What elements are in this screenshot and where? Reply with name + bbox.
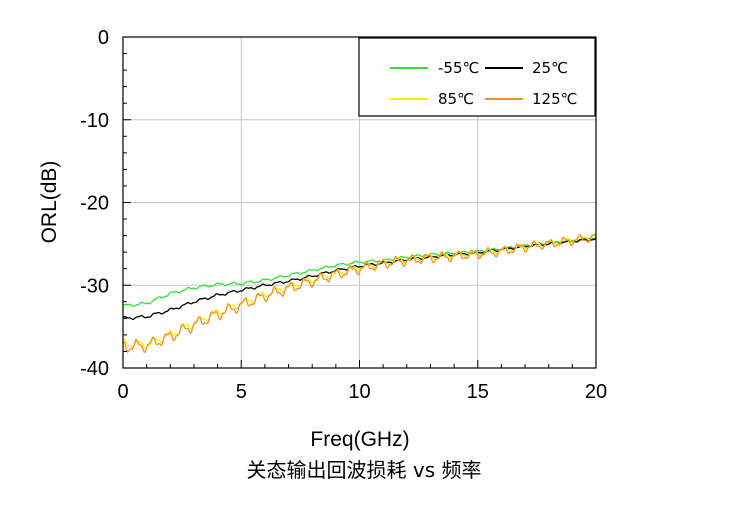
y-tick-label: 0 [98, 27, 109, 49]
y-tick-label: -30 [80, 275, 109, 297]
series-line-4 [122, 233, 597, 354]
chart-caption: 关态输出回波损耗 vs 频率 [247, 458, 482, 482]
legend-label: -55℃ [438, 59, 479, 77]
x-tick-label: 10 [348, 381, 370, 403]
x-axis-title: Freq(GHz) [310, 428, 409, 451]
x-tick-label: 20 [585, 381, 607, 403]
legend-label: 25℃ [532, 59, 568, 77]
y-axis-title: ORL(dB) [38, 161, 61, 244]
legend-box [358, 37, 596, 117]
tick-labels: 0 5 10 15 20 0 -10 -20 -30 -40 [80, 27, 607, 403]
y-tick-label: -40 [80, 358, 109, 380]
series-line-2 [122, 237, 597, 320]
tick-marks [122, 36, 597, 369]
grid [123, 37, 596, 368]
x-tick-label: 5 [236, 381, 247, 403]
y-tick-label: -20 [80, 193, 109, 215]
legend-label: 125℃ [532, 90, 577, 108]
x-tick-label: 15 [467, 381, 489, 403]
legend-label: 85℃ [438, 90, 474, 108]
y-tick-label: -10 [80, 110, 109, 132]
x-tick-label: 0 [117, 381, 128, 403]
series-group [122, 232, 597, 354]
legend: -55℃ 25℃ 85℃ 125℃ [358, 37, 596, 117]
